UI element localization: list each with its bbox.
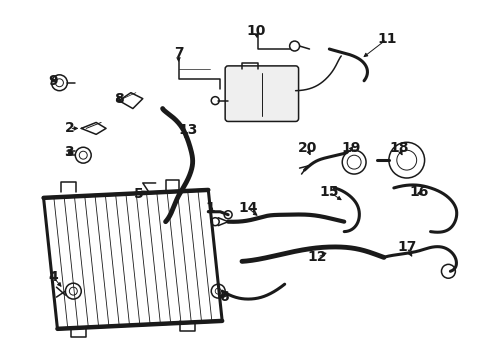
Text: 1: 1 bbox=[205, 201, 215, 215]
Text: 6: 6 bbox=[219, 290, 228, 304]
FancyBboxPatch shape bbox=[224, 66, 298, 121]
Text: 8: 8 bbox=[114, 92, 123, 105]
Text: 12: 12 bbox=[307, 251, 326, 264]
Text: 3: 3 bbox=[64, 145, 74, 159]
Text: 4: 4 bbox=[48, 270, 58, 284]
Text: 16: 16 bbox=[408, 185, 427, 199]
Text: 17: 17 bbox=[396, 240, 416, 255]
Text: 15: 15 bbox=[319, 185, 338, 199]
Text: 5: 5 bbox=[134, 187, 143, 201]
Text: 10: 10 bbox=[246, 24, 265, 38]
Text: 19: 19 bbox=[341, 141, 360, 155]
Text: 13: 13 bbox=[179, 123, 198, 138]
Text: 14: 14 bbox=[238, 201, 257, 215]
Text: 20: 20 bbox=[297, 141, 317, 155]
Text: 18: 18 bbox=[388, 141, 407, 155]
Text: 11: 11 bbox=[376, 32, 396, 46]
Text: 7: 7 bbox=[173, 46, 183, 60]
Text: 2: 2 bbox=[64, 121, 74, 135]
Text: 9: 9 bbox=[49, 74, 58, 88]
